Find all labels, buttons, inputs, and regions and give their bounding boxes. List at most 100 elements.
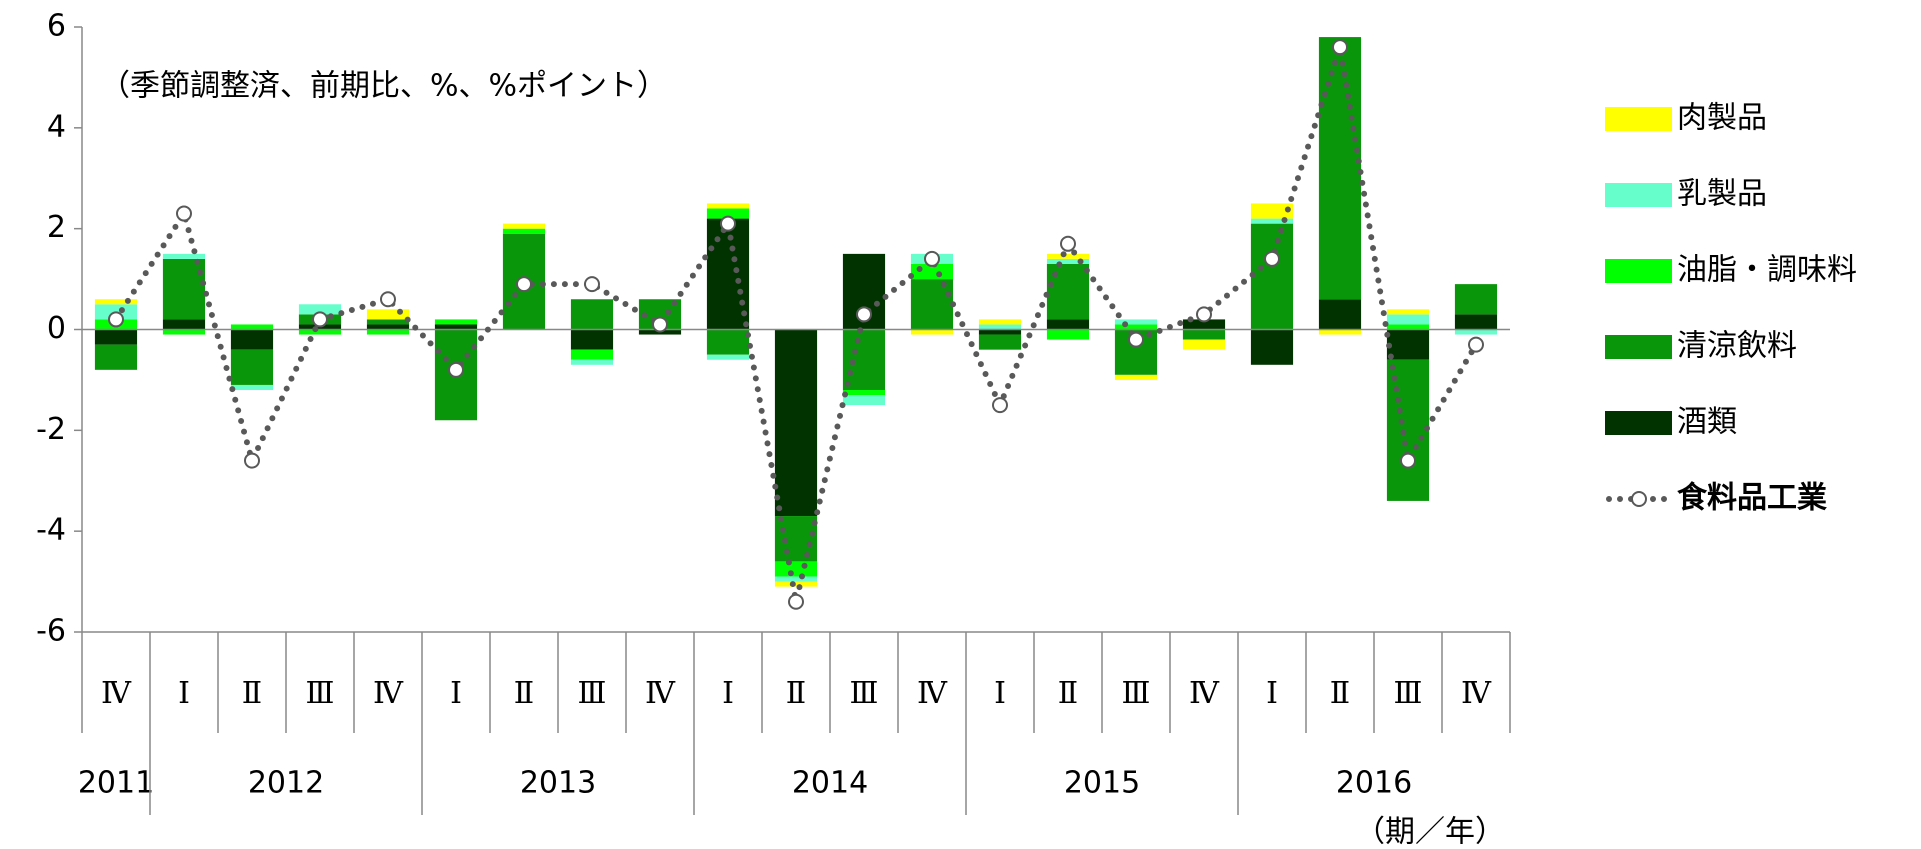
y-tick-label: 2 (47, 210, 66, 245)
bar-segment (774, 561, 818, 577)
bar-segment (1182, 319, 1226, 330)
bar-segment (1114, 319, 1158, 325)
x-tick-label: Ⅳ (645, 676, 676, 711)
bar-segment (570, 299, 614, 330)
bar-segment (502, 223, 546, 229)
line-marker (720, 215, 736, 232)
bar-segment (706, 354, 750, 360)
bar-segment (978, 319, 1022, 325)
bar-segment (1318, 329, 1362, 335)
legend-label: 油脂・調味料 (1677, 253, 1857, 288)
line-marker (924, 250, 940, 267)
year-label: 2011 (78, 766, 154, 801)
bar-segment (570, 329, 614, 350)
y-tick-label: -6 (36, 614, 66, 649)
x-tick-label: Ⅰ (178, 676, 190, 711)
annotation: （季節調整済、前期比、%、%ポイント） (100, 69, 667, 104)
bar-segment (366, 309, 410, 320)
x-tick-label: Ⅰ (450, 676, 462, 711)
bar-segment (94, 299, 138, 305)
y-tick-label: -2 (36, 412, 66, 447)
bar-segment (1182, 339, 1226, 350)
line-marker (1468, 336, 1484, 353)
bar-segment (230, 324, 274, 330)
legend-label: 食料品工業 (1677, 481, 1827, 516)
line-marker (788, 593, 804, 610)
bar-segment (570, 349, 614, 360)
x-tick-label: Ⅳ (1189, 676, 1220, 711)
bar-segment (774, 581, 818, 587)
bar-segment (1250, 203, 1294, 219)
x-unit: （期／年） (1355, 815, 1505, 849)
bar-segment (1454, 314, 1498, 330)
x-tick-label: Ⅳ (1461, 676, 1492, 711)
line-marker (448, 361, 464, 378)
line-marker (1400, 452, 1416, 469)
legend-label: 乳製品 (1677, 177, 1767, 212)
line-marker (1196, 306, 1212, 323)
bar-segment (774, 516, 818, 562)
bar-segment (162, 319, 206, 330)
line-marker (176, 205, 192, 222)
x-tick-label: Ⅱ (786, 676, 806, 711)
line-marker (312, 311, 328, 328)
legend-label: 肉製品 (1677, 101, 1767, 136)
bar-segment (94, 329, 138, 345)
bar-segment (978, 324, 1022, 330)
bar-segment (978, 334, 1022, 350)
bar-segment (1386, 324, 1430, 330)
bar-segment (1114, 374, 1158, 380)
bar-segment (842, 329, 886, 390)
y-tick-label: 0 (47, 311, 66, 346)
year-label: 2016 (1336, 766, 1412, 801)
bar-segment (1454, 329, 1498, 335)
bar-segment (706, 203, 750, 209)
x-tick-label: Ⅲ (578, 676, 607, 711)
bar-segment (230, 384, 274, 390)
y-tick-label: 6 (47, 9, 66, 44)
line-marker (1128, 331, 1144, 348)
x-tick-label: Ⅱ (1330, 676, 1350, 711)
x-tick-label: Ⅱ (242, 676, 262, 711)
y-tick-label: -4 (36, 513, 66, 548)
x-tick-label: Ⅰ (994, 676, 1006, 711)
bar-segment (162, 253, 206, 259)
line (113, 46, 1479, 603)
bar-segment (1454, 284, 1498, 315)
line-marker (380, 291, 396, 308)
bar-segment (978, 329, 1022, 335)
x-tick-label: Ⅲ (850, 676, 879, 711)
bar-segment (1386, 309, 1430, 315)
bar-segment (162, 258, 206, 320)
line-marker (1060, 235, 1076, 252)
bar-segment (1250, 218, 1294, 224)
bar-segment (230, 329, 274, 350)
bar-segment (706, 329, 750, 355)
bar-segment (162, 329, 206, 335)
bar-segment (366, 319, 410, 325)
line-marker (516, 276, 532, 293)
x-tick-label: Ⅰ (1266, 676, 1278, 711)
year-label: 2014 (792, 766, 868, 801)
bar-segment (1386, 359, 1430, 501)
bar-segment (910, 329, 954, 335)
bar-segment (1046, 329, 1090, 340)
bar-segment (1250, 223, 1294, 330)
bar-segment (1386, 314, 1430, 325)
x-tick-label: Ⅱ (514, 676, 534, 711)
x-tick-label: Ⅲ (1122, 676, 1151, 711)
x-tick-label: Ⅱ (1058, 676, 1078, 711)
bar-segment (366, 324, 410, 330)
legend-label: 清涼飲料 (1677, 329, 1797, 364)
y-tick-label: 4 (47, 109, 66, 144)
x-tick-label: Ⅲ (306, 676, 335, 711)
bar-segment (298, 329, 342, 335)
legend-swatch (1605, 335, 1672, 359)
bar-segment (1182, 329, 1226, 340)
x-tick-label: Ⅳ (917, 676, 948, 711)
line-marker (856, 306, 872, 323)
bar-segment (842, 390, 886, 396)
line-marker (652, 316, 668, 333)
line-marker (584, 276, 600, 293)
